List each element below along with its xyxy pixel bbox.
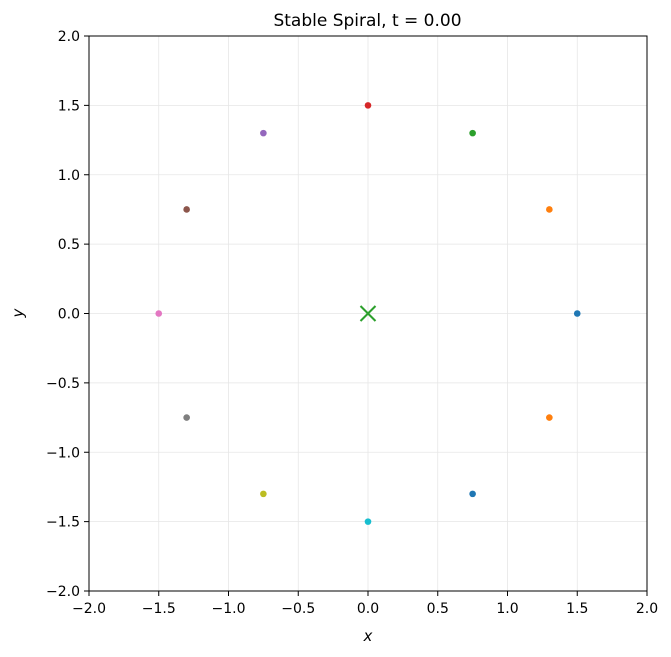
data-point <box>364 102 372 109</box>
equilibrium-marker-stroke <box>359 305 377 322</box>
equilibrium-layer <box>359 305 377 322</box>
data-point <box>364 518 372 525</box>
y-tick-label: 0.5 <box>58 237 80 253</box>
data-point <box>260 490 267 498</box>
x-tick-label: 0.0 <box>357 601 379 617</box>
x-tick-label: 0.5 <box>427 601 449 617</box>
data-points <box>155 102 581 525</box>
x-tick-label: −1.5 <box>142 601 176 617</box>
data-point <box>260 129 267 137</box>
data-point <box>573 310 581 317</box>
y-tick-label: 2.0 <box>58 29 80 45</box>
x-tick-label: 2.0 <box>636 601 658 617</box>
y-tick-label: −1.5 <box>46 515 80 531</box>
x-tick-label: −2.0 <box>72 601 106 617</box>
y-tick-label: 0.0 <box>58 307 80 323</box>
x-axis-label: x <box>363 627 373 645</box>
chart-title: Stable Spiral, t = 0.00 <box>273 11 461 31</box>
ticks: −2.0 −1.5 −1.0 −0.5 0.0 0.5 1.0 1.5 2.0 −2.0 −1.5 −… <box>46 29 658 617</box>
y-axis-label: y <box>9 307 27 318</box>
y-tick-label: −1.0 <box>46 445 80 461</box>
x-tick-label: 1.0 <box>496 601 518 617</box>
x-tick-label: −0.5 <box>281 601 315 617</box>
data-point <box>183 414 190 421</box>
x-tick-label: 1.5 <box>566 601 588 617</box>
y-tick-label: −0.5 <box>46 376 80 392</box>
equilibrium-marker <box>359 305 377 322</box>
data-point <box>546 206 553 213</box>
data-point <box>183 206 190 213</box>
data-point <box>546 414 553 421</box>
y-tick-label: 1.5 <box>58 98 80 114</box>
y-tick-label: −2.0 <box>46 584 80 600</box>
x-tick-label: −1.0 <box>212 601 246 617</box>
plot-frame <box>88 35 648 592</box>
data-point <box>469 490 476 498</box>
y-tick-label: 1.0 <box>58 168 80 184</box>
data-point <box>469 129 476 137</box>
data-point <box>155 310 163 317</box>
